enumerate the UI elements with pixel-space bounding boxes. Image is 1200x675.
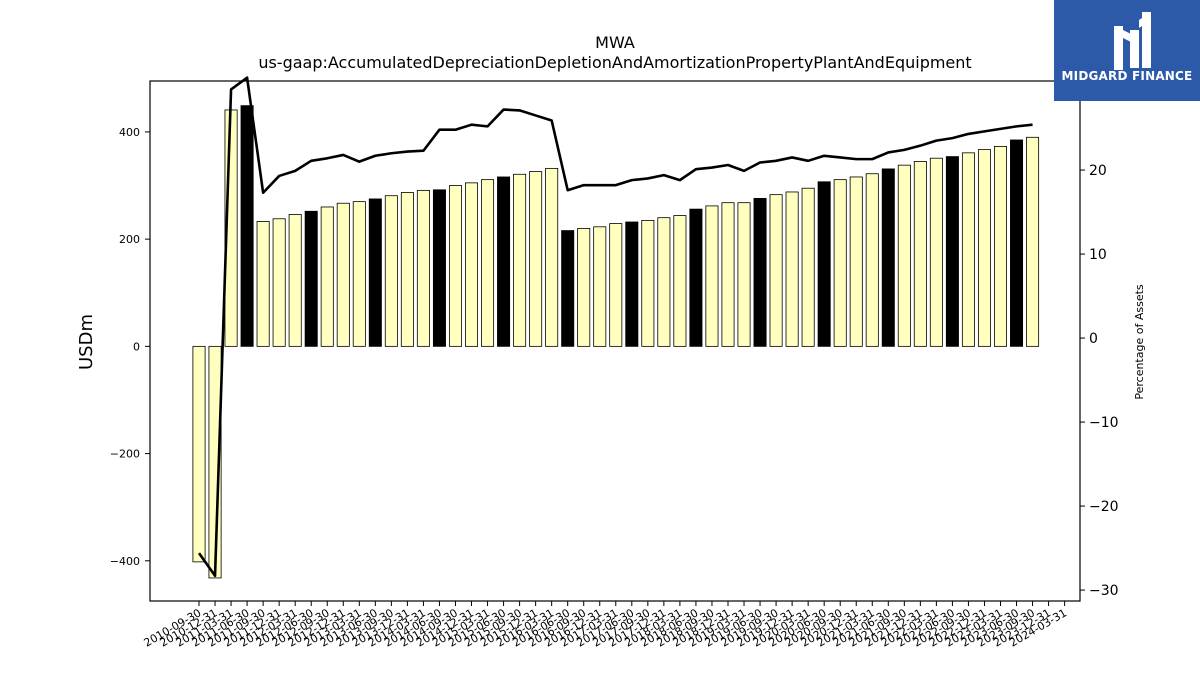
bar-47 xyxy=(945,156,959,347)
y-axis-label: USDm xyxy=(76,314,97,370)
bar-43 xyxy=(881,168,895,347)
bar-32 xyxy=(705,205,719,347)
bar-11 xyxy=(368,198,382,347)
midgard-logo-icon xyxy=(1114,12,1151,70)
percentage-line xyxy=(197,76,1033,578)
bar-31 xyxy=(689,208,703,347)
bar-23 xyxy=(561,230,575,347)
bar-24 xyxy=(577,228,591,347)
y2-axis-label: Percentage of Assets xyxy=(1133,284,1146,400)
y2-tick-label-2: −10 xyxy=(1089,415,1119,431)
y-tick-label-4: 400 xyxy=(119,126,140,139)
bar-38 xyxy=(801,187,815,347)
y2-tick-label-3: 0 xyxy=(1089,331,1098,347)
logo-text: MIDGARD FINANCE xyxy=(1061,69,1193,83)
axes-group: −400−2000200400−30−20−1001020302010-09-3… xyxy=(110,79,1119,650)
bar-40 xyxy=(833,179,847,347)
bar-14 xyxy=(416,189,430,347)
bar-41 xyxy=(849,176,863,347)
logo: MIDGARD FINANCE xyxy=(1054,0,1200,101)
bar-21 xyxy=(529,171,543,347)
bar-33 xyxy=(721,202,735,347)
bar-8 xyxy=(320,206,334,347)
bar-30 xyxy=(673,215,687,347)
bars-group xyxy=(192,105,1040,579)
y-tick-label-0: −400 xyxy=(110,555,140,568)
bar-52 xyxy=(1026,136,1040,347)
bar-12 xyxy=(384,195,398,347)
bar-7 xyxy=(304,210,318,347)
bar-3 xyxy=(240,105,254,347)
line-group xyxy=(197,76,1033,578)
plot-frame xyxy=(149,80,1081,602)
bar-51 xyxy=(1010,139,1024,347)
bar-35 xyxy=(753,197,767,347)
bar-49 xyxy=(977,149,991,347)
bar-48 xyxy=(961,152,975,347)
bar-10 xyxy=(352,201,366,347)
bar-15 xyxy=(432,189,446,347)
bar-39 xyxy=(817,181,831,347)
bar-45 xyxy=(913,161,927,347)
bar-0 xyxy=(192,345,206,563)
bar-17 xyxy=(465,182,479,347)
bar-4 xyxy=(256,221,270,347)
bar-34 xyxy=(737,202,751,347)
y-tick-label-1: −200 xyxy=(110,448,140,461)
y-tick-label-3: 200 xyxy=(119,233,140,246)
bar-22 xyxy=(545,167,559,347)
bar-9 xyxy=(336,202,350,347)
y2-tick-label-5: 20 xyxy=(1089,163,1107,179)
bar-29 xyxy=(657,217,671,347)
y2-tick-label-1: −20 xyxy=(1089,499,1119,515)
bar-5 xyxy=(272,218,286,347)
bar-44 xyxy=(897,164,911,347)
bar-25 xyxy=(593,226,607,347)
bar-19 xyxy=(497,176,511,347)
bar-42 xyxy=(865,173,879,347)
y2-tick-label-4: 10 xyxy=(1089,247,1107,263)
chart-subtitle: us-gaap:AccumulatedDepreciationDepletion… xyxy=(258,53,971,72)
bar-6 xyxy=(288,214,302,347)
bar-27 xyxy=(625,221,639,347)
bar-16 xyxy=(448,185,462,347)
bar-28 xyxy=(641,219,655,347)
bar-13 xyxy=(400,192,414,347)
bar-37 xyxy=(785,191,799,347)
bar-26 xyxy=(609,223,623,347)
bar-36 xyxy=(769,194,783,347)
bar-50 xyxy=(994,145,1008,347)
chart-title: MWA xyxy=(595,33,635,52)
bar-46 xyxy=(929,157,943,347)
bar-20 xyxy=(513,173,527,347)
y2-tick-label-0: −30 xyxy=(1089,583,1119,599)
bar-18 xyxy=(481,179,495,347)
y-tick-label-2: 0 xyxy=(133,340,140,353)
